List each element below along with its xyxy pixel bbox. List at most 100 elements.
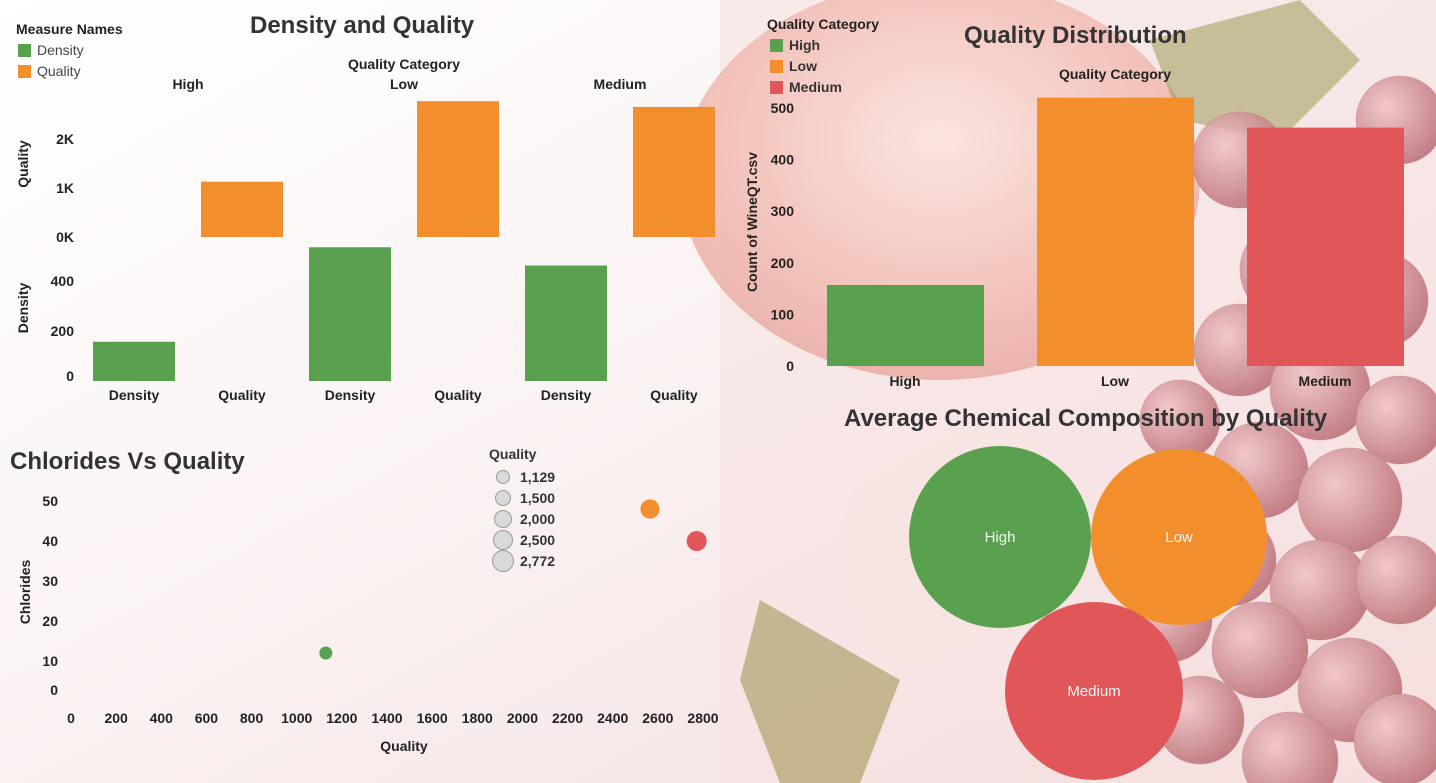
- chlorides-quality-chart: 0 200 400 600 800 1000 1200 1400 1600 1800 2000 220…: [17, 493, 719, 754]
- quality-swatch: [18, 64, 31, 78]
- density-swatch: [18, 43, 31, 57]
- group-header: Low: [390, 76, 418, 92]
- y-tick-label: 10: [42, 653, 58, 669]
- bar-density-high: [93, 341, 175, 381]
- y-tick-label: 400: [771, 152, 795, 168]
- x-tick-label: 800: [240, 710, 264, 726]
- x-tick-label: 2400: [597, 710, 628, 726]
- density-tick-label: 0: [66, 368, 74, 384]
- quality-distribution-title: Quality Distribution: [964, 22, 1187, 49]
- x-tick-label: 0: [67, 710, 75, 726]
- quality-tick-label: 0K: [56, 229, 74, 245]
- y-tick-label: 50: [42, 493, 58, 509]
- y-tick-label: 500: [771, 100, 795, 116]
- bar-low: [1037, 97, 1194, 367]
- quality-legend-label: High: [789, 37, 821, 53]
- y-tick-label: 30: [42, 573, 58, 589]
- y-tick-label: 20: [42, 613, 58, 629]
- size-legend-title: Quality: [489, 446, 537, 462]
- group-header: Medium: [594, 76, 647, 92]
- point-high: [319, 646, 333, 660]
- size-legend-label: 1,500: [520, 489, 556, 506]
- measure-legend-label: Quality: [37, 63, 81, 79]
- density-quality-chart: Quality Category High Low Medium 0K 1K 2K 0 200 4…: [15, 56, 715, 403]
- quality-distribution-chart: Quality Category 0 100 200 300 400 500 Count of…: [744, 66, 1404, 389]
- quality-tick-label: 1K: [56, 180, 74, 196]
- column-header: Quality Category: [348, 56, 460, 72]
- bubble-label: Medium: [1067, 683, 1120, 700]
- measure-legend-title: Measure Names: [16, 21, 123, 37]
- quality-legend-title: Quality Category: [767, 16, 880, 32]
- y-tick-label: 40: [42, 533, 58, 549]
- size-legend-item: 2,000: [492, 508, 555, 529]
- bar-quality-high: [201, 181, 283, 237]
- density-tick-label: 400: [51, 273, 75, 289]
- bar-density-medium: [525, 265, 607, 381]
- x-tick-label: 400: [150, 710, 174, 726]
- group-header: High: [172, 76, 203, 92]
- x-tick-label: 600: [195, 710, 219, 726]
- high-swatch: [770, 38, 783, 52]
- x-tick-label: Medium: [1299, 373, 1352, 389]
- bubble-medium: [1005, 602, 1183, 780]
- size-legend-label: 2,000: [520, 510, 556, 527]
- size-legend-circle: [493, 529, 513, 550]
- density-tick-label: 200: [51, 323, 75, 339]
- quality-legend-label: Low: [789, 58, 817, 74]
- bubble-low: [1091, 449, 1267, 625]
- quality-legend-item-medium[interactable]: Medium: [770, 79, 842, 95]
- quality-legend-item-high[interactable]: High: [770, 37, 820, 53]
- measure-label: Density: [109, 387, 160, 403]
- x-tick-label: 2000: [507, 710, 538, 726]
- x-axis-label: Quality: [380, 738, 428, 754]
- bar-high: [827, 284, 984, 366]
- chemical-composition-chart: High Low Medium: [909, 446, 1267, 780]
- bar-medium: [1247, 127, 1404, 366]
- quality-legend-label: Medium: [789, 79, 842, 95]
- quality-tick-label: 2K: [56, 131, 74, 147]
- x-tick-label: 1800: [462, 710, 493, 726]
- measure-label: Quality: [650, 387, 698, 403]
- size-legend-circle: [492, 549, 514, 572]
- column-header: Quality Category: [1059, 66, 1171, 82]
- size-legend-circle: [495, 489, 511, 506]
- size-legend-circle: [494, 509, 512, 528]
- size-legend-circle: [496, 469, 510, 484]
- density-quality-title: Density and Quality: [250, 12, 475, 39]
- x-tick-label: 1400: [371, 710, 402, 726]
- bubble-label: High: [985, 529, 1016, 546]
- size-legend: 1,129 1,500 2,000 2,500 2,772: [492, 466, 556, 572]
- quality-axis-label: Quality: [15, 140, 31, 188]
- x-tick-label: Low: [1101, 373, 1129, 389]
- size-legend-label: 2,500: [520, 531, 556, 548]
- size-legend-label: 1,129: [520, 468, 556, 485]
- size-legend-item: 1,500: [492, 487, 555, 508]
- low-swatch: [770, 59, 783, 73]
- y-axis-label: Chlorides: [17, 560, 33, 625]
- measure-label: Density: [541, 387, 592, 403]
- size-legend-item: 2,772: [492, 549, 555, 572]
- x-tick-label: High: [889, 373, 920, 389]
- y-tick-label: 200: [771, 255, 795, 271]
- bar-quality-low: [417, 101, 499, 237]
- point-medium: [686, 531, 707, 551]
- y-tick-label: 0: [786, 358, 794, 374]
- x-tick-label: 2600: [642, 710, 673, 726]
- density-axis-label: Density: [15, 283, 31, 334]
- measure-label: Quality: [218, 387, 266, 403]
- quality-legend-item-low[interactable]: Low: [770, 58, 817, 74]
- measure-legend-item-density[interactable]: Density: [18, 42, 84, 58]
- measure-legend-item-quality[interactable]: Quality: [18, 63, 81, 79]
- size-legend-item: 1,129: [492, 466, 555, 487]
- bubble-high: [909, 446, 1091, 628]
- x-tick-label: 1000: [281, 710, 312, 726]
- chemical-composition-title: Average Chemical Composition by Quality: [844, 405, 1328, 432]
- y-tick-label: 100: [771, 306, 795, 322]
- y-tick-label: 300: [771, 203, 795, 219]
- chlorides-quality-title: Chlorides Vs Quality: [10, 448, 245, 475]
- measure-label: Density: [325, 387, 376, 403]
- bar-density-low: [309, 247, 391, 381]
- x-tick-label: 1600: [417, 710, 448, 726]
- x-tick-label: 1200: [326, 710, 357, 726]
